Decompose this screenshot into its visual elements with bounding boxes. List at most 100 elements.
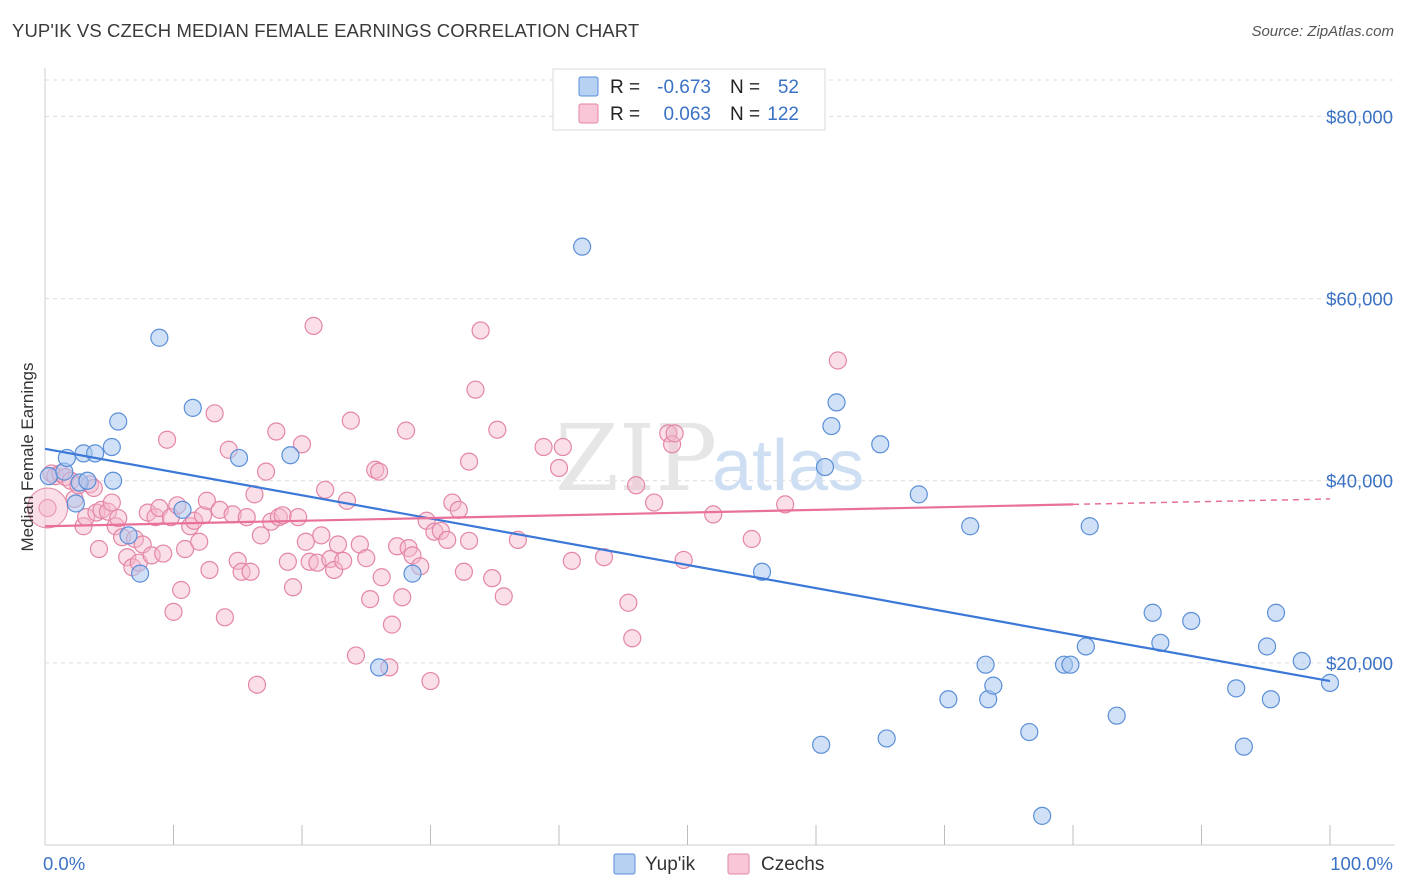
czech-point — [215, 608, 234, 627]
yupik-points — [39, 237, 1340, 825]
yupik-point — [109, 412, 128, 431]
czech-r-value: 0.063 — [663, 104, 711, 125]
czech-point — [488, 420, 507, 439]
czech-point — [164, 602, 183, 621]
czech-point — [662, 435, 682, 454]
yupik-point — [1107, 706, 1126, 725]
czech-point — [157, 430, 177, 449]
yupik-swatch — [578, 76, 599, 97]
czech-point — [644, 493, 664, 512]
yupik-point — [984, 676, 1003, 695]
y-axis-label: Median Female Earnings — [18, 363, 37, 552]
czech-trend-line — [44, 503, 1074, 528]
czech-point — [549, 458, 569, 478]
czech-point — [396, 421, 416, 440]
czech-point — [89, 539, 109, 559]
yupik-point — [573, 237, 592, 256]
czech-point — [92, 500, 111, 519]
x-tick-label-end: 100.0% — [1330, 853, 1393, 874]
y-tick-label: $40,000 — [1326, 471, 1393, 492]
czech-point — [387, 537, 407, 556]
czech-point — [334, 551, 353, 570]
czech-point-cluster — [27, 487, 69, 529]
czech-point — [370, 462, 389, 481]
yupik-point — [1143, 603, 1162, 622]
czech-point — [466, 380, 485, 399]
yupik-r-value: -0.673 — [657, 77, 711, 98]
czech-point — [200, 560, 219, 580]
yupik-point — [1033, 806, 1052, 825]
czech-point — [247, 675, 267, 694]
czech-point — [142, 546, 161, 565]
czech-point — [534, 437, 553, 457]
czech-point — [292, 435, 312, 454]
czech-point — [425, 522, 444, 541]
legend-yupik-swatch — [613, 853, 636, 875]
chart-title: YUP'IK VS CZECH MEDIAN FEMALE EARNINGS C… — [12, 20, 640, 41]
czech-point — [438, 530, 457, 550]
yupik-point — [877, 729, 896, 748]
yupik-point — [1234, 737, 1254, 756]
czech-point — [454, 562, 474, 581]
czech-point — [175, 539, 195, 559]
czech-point — [205, 404, 224, 423]
yupik-point — [752, 562, 772, 581]
czech-point — [443, 493, 462, 512]
yupik-point — [1292, 651, 1311, 671]
czech-point — [553, 437, 572, 457]
czech-point — [341, 411, 360, 430]
czech-point — [483, 569, 502, 588]
czech-n-value: 122 — [767, 104, 799, 125]
y-tick-label: $60,000 — [1326, 289, 1393, 310]
czech-point — [118, 548, 137, 567]
yupik-point — [173, 500, 192, 519]
czech-point — [312, 526, 331, 545]
watermark: ZIP atlas — [555, 405, 864, 512]
yupik-point — [102, 437, 121, 457]
yupik-point — [871, 435, 890, 454]
czech-point — [619, 593, 638, 612]
yupik-point — [1257, 637, 1277, 656]
czech-point — [337, 491, 357, 510]
czech-point — [241, 562, 260, 581]
yupik-n-value: 52 — [778, 77, 799, 98]
yupik-point — [78, 471, 97, 490]
legend-yupik-label: Yup'ik — [645, 854, 696, 875]
czech-trend-line-extension — [1072, 498, 1331, 506]
yupik-point — [909, 485, 928, 504]
yupik-point — [403, 564, 422, 583]
yupik-point — [150, 328, 169, 347]
czech-point — [172, 580, 191, 600]
czech-r-label: R = — [610, 104, 640, 125]
czech-point — [283, 578, 303, 597]
yupik-point — [1061, 655, 1080, 674]
czech-point — [659, 424, 678, 443]
czech-point — [393, 588, 412, 607]
czech-point — [459, 531, 479, 550]
yupik-point — [130, 564, 150, 583]
czech-point — [357, 549, 376, 568]
czech-point — [471, 321, 490, 340]
czech-point — [190, 532, 209, 551]
czech-point — [267, 422, 286, 441]
yupik-point — [1320, 673, 1340, 692]
czech-point — [346, 646, 366, 665]
czech-point — [184, 511, 204, 530]
czech-point — [273, 506, 292, 525]
czech-point — [289, 508, 308, 527]
czech-point — [154, 544, 173, 563]
legend-czech-swatch — [727, 853, 750, 875]
czech-point — [109, 508, 128, 528]
yupik-point — [183, 398, 202, 417]
yupik-point — [827, 393, 846, 412]
czech-point — [361, 590, 380, 609]
czech-point — [594, 548, 614, 567]
x-tick-labels: 0.0% 100.0% — [43, 853, 1393, 874]
czech-swatch — [578, 103, 599, 124]
yupik-point — [815, 457, 835, 477]
yupik-r-label: R = — [610, 77, 640, 98]
czech-point — [278, 552, 297, 571]
czech-point — [251, 526, 270, 545]
czech-point — [316, 480, 335, 499]
